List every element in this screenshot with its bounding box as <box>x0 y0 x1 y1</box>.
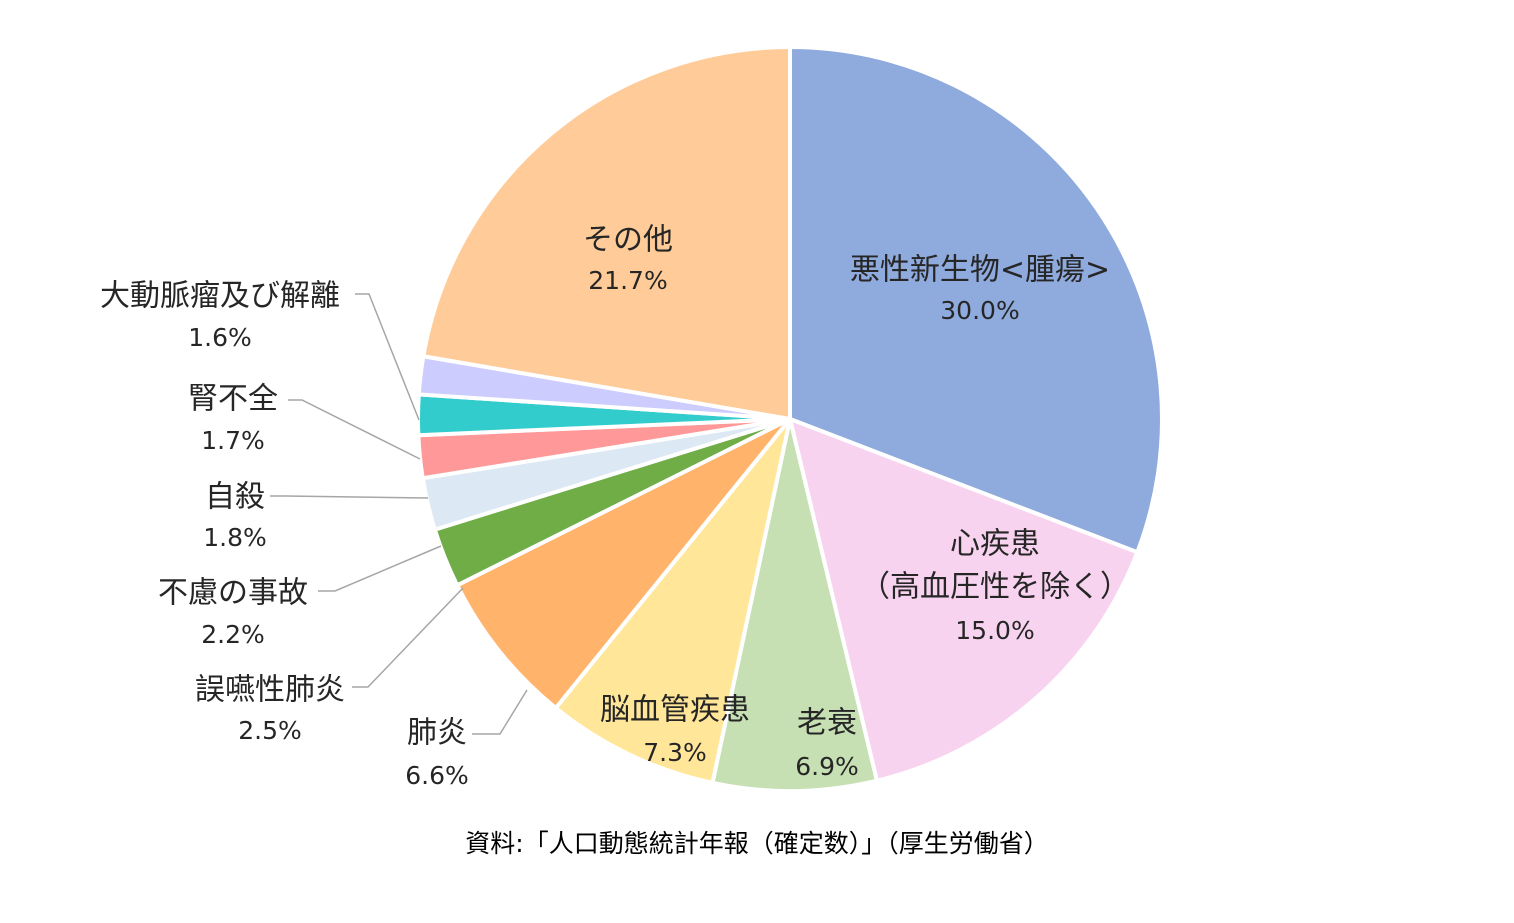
leader-line-6 <box>318 545 442 592</box>
pie-slices <box>416 45 1164 793</box>
value-label-3: 7.3% <box>643 738 707 767</box>
category-label-2: 老衰 <box>797 706 857 741</box>
slice-0 <box>788 45 1164 555</box>
leader-lines <box>270 293 528 735</box>
slice-1 <box>788 417 1140 783</box>
category-label-10: その他 <box>583 223 673 258</box>
slice-2 <box>710 417 879 793</box>
value-label-5: 2.5% <box>238 716 302 745</box>
category-label-6: 不慮の事故 <box>158 576 308 611</box>
value-label-8: 1.7% <box>201 426 265 455</box>
value-label-2: 6.9% <box>795 752 859 781</box>
slice-4 <box>455 417 792 710</box>
slice-3 <box>553 417 792 785</box>
value-label-7: 1.8% <box>203 523 267 552</box>
value-label-0: 30.0% <box>940 296 1019 325</box>
category-label-9: 大動脈瘤及び解離 <box>100 279 340 314</box>
category-label-0: 悪性新生物<腫瘍> <box>850 253 1110 288</box>
slice-labels: 悪性新生物<腫瘍> 30.0% 心疾患 （高血圧性を除く） 15.0% 老衰 6.9% 脳血管… <box>100 223 1130 791</box>
value-label-6: 2.2% <box>201 620 265 649</box>
value-label-1: 15.0% <box>955 616 1034 645</box>
value-label-10: 21.7% <box>588 266 667 295</box>
value-label-4: 6.6% <box>405 761 469 790</box>
category-label-1: 心疾患 <box>950 527 1040 562</box>
category-label-7: 自殺 <box>205 480 265 515</box>
source-note: 資料:「人口動態統計年報（確定数）」（厚生労働省） <box>465 829 1049 858</box>
slice-10 <box>421 45 792 421</box>
leader-line-4 <box>472 689 528 735</box>
category-label-4: 肺炎 <box>407 716 467 751</box>
leader-line-8 <box>288 399 421 460</box>
leader-line-9 <box>355 293 420 421</box>
leader-line-7 <box>270 495 429 499</box>
value-label-9: 1.6% <box>188 323 252 352</box>
leader-line-5 <box>352 587 464 688</box>
category-label-8: 腎不全 <box>188 382 278 417</box>
category-label-5: 誤嚥性肺炎 <box>195 673 345 708</box>
category-label-1: （高血圧性を除く） <box>860 570 1130 605</box>
category-label-3: 脳血管疾患 <box>600 693 750 728</box>
